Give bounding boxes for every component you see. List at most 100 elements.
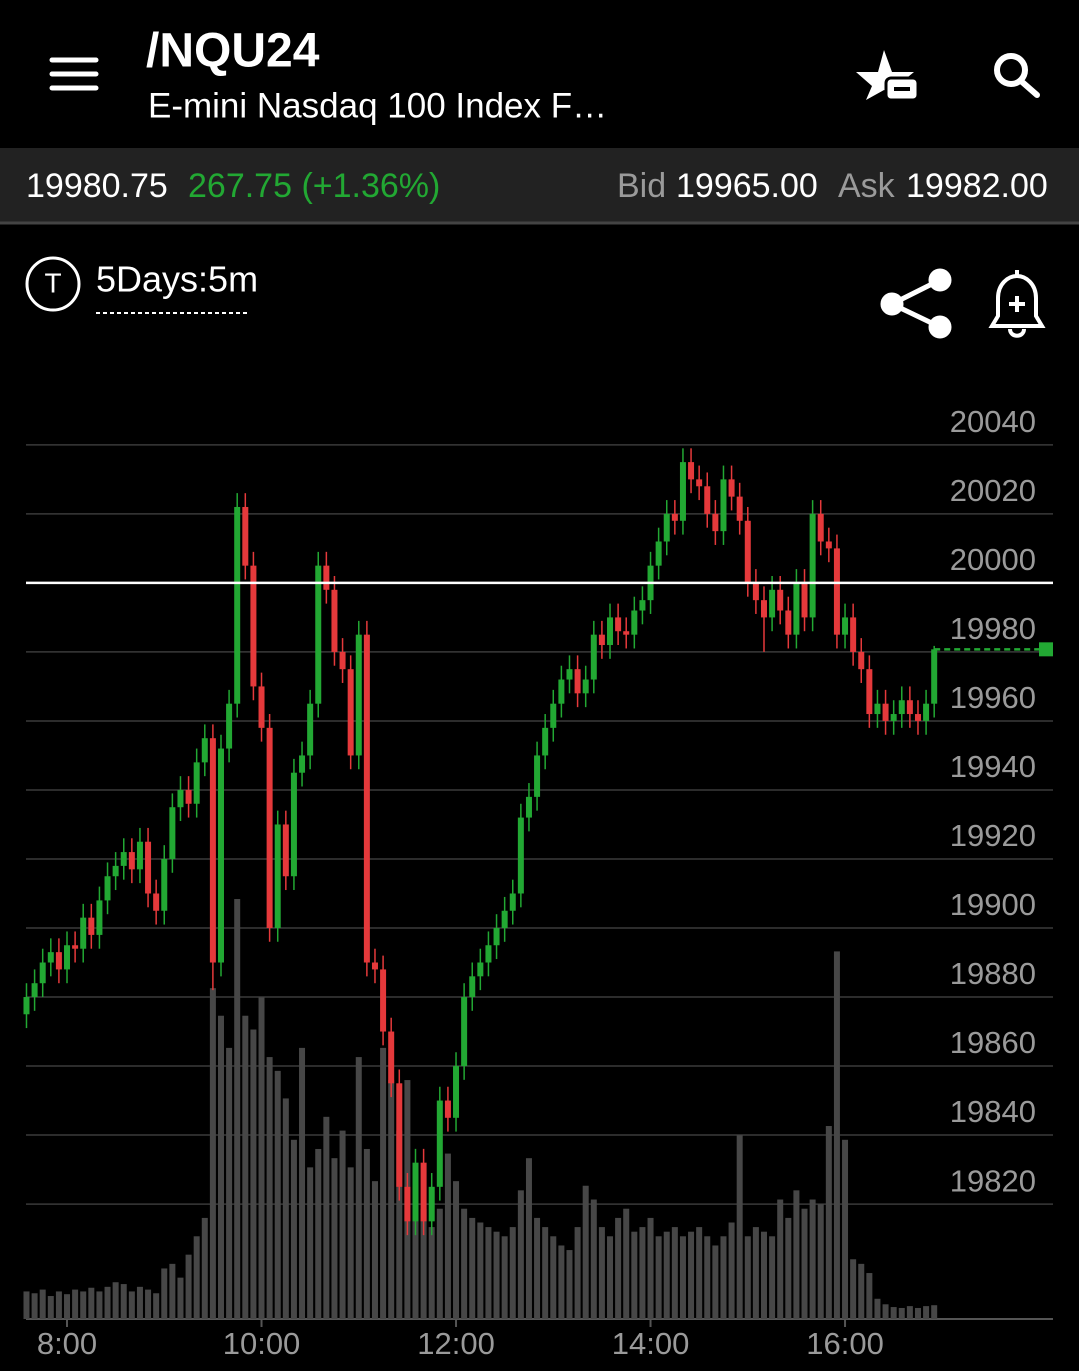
volume-bar	[355, 1057, 362, 1319]
y-tick-label: 20000	[950, 542, 1036, 577]
share-button[interactable]	[880, 268, 952, 339]
y-tick-label: 19880	[950, 956, 1036, 991]
volume-bar	[323, 1116, 330, 1319]
volume-bar	[890, 1307, 897, 1319]
volume-bar	[469, 1217, 476, 1319]
volume-bar	[906, 1306, 913, 1319]
watchlist-button[interactable]	[856, 50, 920, 102]
volume-bar	[898, 1307, 905, 1319]
volume-bar	[607, 1236, 614, 1319]
candle-body	[331, 589, 338, 652]
candle-body	[88, 917, 95, 935]
candle-body	[858, 651, 865, 670]
chart-type-button[interactable]: T	[25, 256, 81, 312]
candle-body	[242, 506, 249, 566]
bid-value: 19965.00	[676, 167, 818, 205]
volume-bar	[226, 1047, 233, 1319]
volume-bar	[631, 1231, 638, 1319]
menu-button[interactable]	[49, 57, 99, 91]
volume-bar	[234, 899, 241, 1319]
candle-body	[226, 703, 233, 749]
last-price-marker	[1039, 642, 1053, 657]
candle-body	[104, 876, 111, 901]
volume-bar	[850, 1259, 857, 1319]
candle-body	[493, 928, 500, 946]
volume-bar	[736, 1135, 743, 1319]
volume-bar	[55, 1291, 62, 1319]
candle-body	[136, 841, 143, 870]
volume-bar	[801, 1208, 808, 1319]
candle-body	[842, 617, 849, 635]
volume-bar	[274, 1070, 281, 1319]
volume-bar	[477, 1222, 484, 1319]
volume-bar	[177, 1277, 184, 1319]
candle-body	[120, 852, 127, 866]
candle-body	[679, 462, 686, 521]
candle-body	[542, 727, 549, 756]
candle-body	[696, 479, 703, 487]
candle-body	[906, 700, 913, 715]
volume-bar	[72, 1289, 79, 1319]
candle-body	[371, 962, 378, 970]
candle-body	[404, 1186, 411, 1222]
volume-bar	[47, 1296, 54, 1319]
volume-bar	[169, 1263, 176, 1319]
candle-body	[898, 700, 905, 715]
x-tick-label: 10:00	[223, 1326, 301, 1361]
candle-body	[420, 1162, 427, 1222]
candle-body	[777, 589, 784, 611]
volume-bar	[517, 1190, 524, 1319]
candle-body	[728, 479, 735, 497]
candle-body	[509, 893, 516, 911]
candle-body	[64, 945, 71, 970]
alert-button[interactable]	[988, 270, 1046, 338]
candle-body	[201, 738, 208, 763]
candle-body	[566, 669, 573, 680]
volume-bar	[744, 1236, 751, 1319]
volume-bar	[331, 1158, 338, 1319]
candle-body	[688, 462, 695, 480]
candle-body	[290, 772, 297, 877]
candle-body	[315, 565, 322, 704]
candle-body	[931, 649, 938, 704]
candle-body	[817, 513, 824, 542]
volume-bar	[453, 1181, 460, 1319]
candle-body	[736, 496, 743, 521]
candle-body	[436, 1100, 443, 1187]
volume-bar	[299, 1047, 306, 1319]
candle-body	[704, 486, 711, 514]
share-node	[928, 268, 952, 292]
period-button[interactable]: 5Days:5m	[96, 259, 258, 314]
volume-bar	[371, 1181, 378, 1319]
candle-body	[598, 634, 605, 646]
candle-body	[866, 669, 873, 715]
volume-bar	[542, 1227, 549, 1319]
candle-body	[720, 479, 727, 532]
volume-bar	[201, 1217, 208, 1319]
candle-body	[209, 738, 216, 963]
candle-body	[193, 762, 200, 804]
candle-body	[923, 703, 930, 721]
volume-bar	[525, 1158, 532, 1319]
candle-body	[850, 617, 857, 652]
candle-body	[396, 1083, 403, 1187]
candle-body	[282, 824, 289, 877]
share-node	[928, 315, 952, 339]
candle-body	[639, 600, 646, 611]
search-button[interactable]	[994, 53, 1040, 98]
candle-body	[339, 651, 346, 670]
volume-bar	[436, 1208, 443, 1319]
volume-bar	[88, 1287, 95, 1319]
candle-body	[161, 858, 168, 911]
y-tick-label: 19920	[950, 818, 1036, 853]
y-tick-label: 19840	[950, 1094, 1036, 1129]
candle-body	[299, 755, 306, 773]
volume-bar	[153, 1293, 160, 1319]
volume-bar	[290, 1139, 297, 1319]
x-tick-label: 14:00	[612, 1326, 690, 1361]
candle-body	[39, 962, 46, 984]
candle-body	[469, 976, 476, 998]
volume-bar	[242, 1015, 249, 1319]
volume-bar	[412, 1190, 419, 1319]
x-tick-label: 16:00	[806, 1326, 884, 1361]
